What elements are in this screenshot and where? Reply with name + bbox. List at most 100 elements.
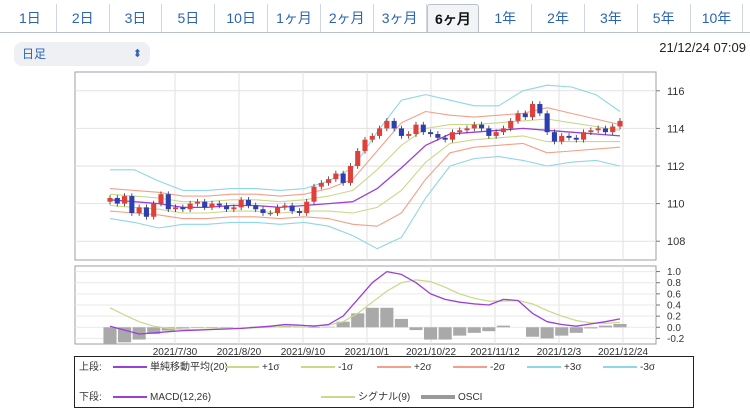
interval-select[interactable]: 日足 ⬍ [14, 42, 150, 66]
legend-item: -1σ [301, 359, 353, 377]
tab-6[interactable]: 2ヶ月 [321, 4, 374, 32]
candle-body [231, 207, 237, 210]
candle-body [122, 196, 128, 204]
candle-body [508, 120, 514, 129]
tab-2[interactable]: 3日 [110, 4, 163, 32]
candle-body [515, 113, 521, 121]
candle-body [282, 205, 288, 208]
candle-body [486, 128, 492, 136]
y-tick-label: 1.0 [667, 267, 681, 278]
candle-body [194, 201, 200, 204]
series-line [109, 142, 621, 227]
candle-body [369, 135, 375, 140]
candle-body [602, 128, 608, 133]
y-tick-label: 116 [667, 86, 685, 98]
legend-label: -1σ [338, 362, 354, 373]
osci-bar [307, 327, 321, 328]
y-tick-label: 0.2 [667, 312, 681, 323]
candle-body [406, 134, 412, 136]
tab-8[interactable]: 6ヶ月 [426, 4, 480, 32]
tab-11[interactable]: 3年 [585, 4, 638, 32]
osci-bar [584, 327, 598, 329]
candle-body [573, 137, 579, 140]
candle-body [581, 132, 587, 140]
tab-4[interactable]: 10日 [215, 4, 269, 32]
tab-5[interactable]: 1ヶ月 [268, 4, 321, 32]
tab-10[interactable]: 2年 [532, 4, 585, 32]
interval-select-value: 日足 [22, 47, 47, 61]
candle-body [537, 103, 543, 114]
legend-swatch [113, 396, 147, 399]
legend-item: シグナル(9) [321, 389, 410, 407]
candle-body [267, 213, 273, 215]
osci-bar [394, 318, 408, 328]
legend-item: MACD(12,26) [113, 389, 211, 407]
tab-3[interactable]: 5日 [162, 4, 216, 32]
tab-0[interactable]: 1日 [4, 4, 57, 32]
candle-body [435, 134, 441, 138]
candle-body [187, 203, 193, 210]
tab-7[interactable]: 3ヶ月 [374, 4, 427, 32]
legend-swatch [113, 366, 147, 369]
y-tick-label: 0.6 [667, 289, 681, 300]
legend-swatch [421, 395, 455, 400]
candle-body [428, 132, 434, 135]
osci-bar [482, 327, 496, 332]
osci-bar [220, 327, 234, 328]
y-tick-label: 0.4 [667, 301, 681, 312]
osci-bar [103, 327, 117, 344]
legend-item: OSCI [421, 389, 482, 407]
y-tick-label: 108 [667, 236, 685, 248]
candle-body [588, 130, 594, 133]
x-tick-label: 2021/8/20 [217, 347, 262, 358]
tab-13[interactable]: 10年 [691, 4, 744, 32]
candle-body [326, 179, 332, 183]
candle-body [143, 207, 149, 217]
candle-body [544, 113, 550, 133]
osci-bar [598, 325, 612, 328]
candle-body [479, 124, 485, 129]
candle-body [500, 128, 506, 133]
candle-body [114, 197, 120, 204]
candle-body [107, 197, 113, 202]
macd-line [109, 270, 621, 335]
candle-body [216, 203, 222, 206]
candle-body [136, 207, 142, 213]
candle-body [289, 205, 295, 212]
candle-body [398, 128, 404, 136]
legend-label: +3σ [564, 362, 582, 373]
candle-body [304, 201, 310, 213]
tab-9[interactable]: 1年 [479, 4, 533, 32]
tab-1[interactable]: 2日 [57, 4, 110, 32]
candle-body [245, 199, 251, 206]
osci-bar [351, 313, 365, 328]
legend-label: +1σ [262, 362, 280, 373]
candle-body [617, 120, 623, 127]
legend-label: シグナル(9) [358, 392, 411, 403]
legend-item: -3σ [603, 359, 655, 377]
candle-body [420, 124, 426, 133]
candle-body [296, 211, 302, 213]
legend-swatch [225, 366, 259, 369]
osci-bar [467, 327, 481, 333]
tab-12[interactable]: 5年 [638, 4, 691, 32]
candle-body [464, 128, 470, 131]
x-tick-label: 2021/10/1 [345, 347, 390, 358]
y-tick-label: 114 [667, 123, 685, 135]
osci-bar [365, 307, 379, 328]
osci-bar [424, 327, 438, 340]
osci-bar [526, 327, 540, 337]
x-tick-label: 2021/7/30 [153, 347, 198, 358]
signal-line [109, 279, 621, 331]
candle-body [151, 203, 157, 217]
legend-swatch [321, 396, 355, 399]
osci-bar [336, 321, 350, 328]
candle-body [610, 126, 616, 133]
candle-body [377, 128, 383, 136]
legend-label: -3σ [640, 362, 656, 373]
candle-body [566, 135, 572, 138]
x-tick-label: 2021/12/3 [537, 347, 582, 358]
legend-lower-row: 下段: MACD(12,26) シグナル(9) OSCI [75, 389, 693, 407]
legend-swatch [603, 366, 637, 369]
candle-body [202, 201, 208, 208]
